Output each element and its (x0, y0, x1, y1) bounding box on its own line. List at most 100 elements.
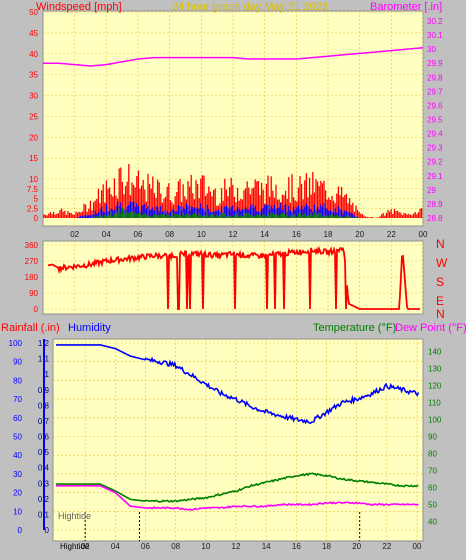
humidity-y-tick: 20 (13, 489, 22, 498)
direction-y-tick: 0 (34, 305, 39, 314)
barometer-y-tick: 29.8 (427, 73, 443, 82)
windspeed-x-tick: 02 (70, 230, 79, 239)
temperature-y-tick: 110 (428, 399, 441, 408)
rain-temp-x-tick: 08 (171, 542, 180, 551)
windspeed-y-tick: 25 (29, 112, 38, 121)
humidity-y-tick: 60 (13, 414, 22, 423)
rain-temp-plot-area (52, 338, 424, 542)
direction-grid (43, 241, 424, 314)
temperature-y-tick: 90 (428, 433, 437, 442)
humidity-line (56, 344, 420, 425)
rain-temp-series (56, 344, 420, 541)
rain-temp-x-tick: 22 (382, 542, 391, 551)
windspeed-x-tick: 22 (387, 230, 396, 239)
graph-date-title: 24 hour graph day May 21 2023 (172, 1, 328, 13)
temperature-line (56, 472, 419, 503)
rainfall-y-tick: 0 (45, 526, 50, 535)
direction-y-tick: 90 (29, 289, 38, 298)
dewpoint-line (56, 484, 419, 511)
humidity-axis-label: Humidity (68, 322, 111, 334)
windspeed-tick-labels: 02 04 06 08 10 12 14 16 18 20 22 0002.557.510152025… (27, 8, 443, 239)
temperature-y-tick: 120 (428, 382, 442, 391)
windspeed-x-tick: 18 (324, 230, 333, 239)
rain-temp-x-tick: 16 (292, 542, 301, 551)
windspeed-x-tick: 04 (102, 230, 111, 239)
hightide-label: Hightide (58, 511, 91, 521)
direction-letter-e: E (436, 294, 444, 308)
humidity-y-tick: 100 (9, 339, 23, 348)
temperature-axis-label: Temperature (°F) (313, 322, 396, 334)
windspeed-y-tick: 7.5 (27, 185, 39, 194)
direction-letter-w: W (436, 256, 448, 270)
barometer-y-tick: 29.2 (427, 158, 443, 167)
windspeed-x-tick: 06 (134, 230, 143, 239)
barometer-axis-label: Barometer [.in] (370, 1, 442, 13)
humidity-y-tick: 10 (13, 507, 22, 516)
barometer-y-tick: 29.4 (427, 130, 443, 139)
temperature-y-tick: 130 (428, 365, 442, 374)
barometer-y-tick: 30.2 (427, 17, 443, 26)
windspeed-y-tick: 50 (29, 8, 38, 17)
barometer-line (43, 46, 424, 67)
windspeed-axis-label: Windspeed [mph] (36, 1, 122, 13)
rain-temp-x-tick: 00 (413, 542, 422, 551)
barometer-y-tick: 30.1 (427, 31, 443, 40)
hightide-axis-label: Hightide (60, 542, 90, 551)
temperature-y-tick: 80 (428, 450, 437, 459)
temperature-y-tick: 70 (428, 467, 437, 476)
temperature-y-tick: 100 (428, 416, 442, 425)
windspeed-y-tick: 30 (29, 92, 38, 101)
direction-tick-labels: 0 90 180 270 360 (25, 241, 39, 314)
direction-letter-n-bottom: N (436, 307, 445, 321)
humidity-y-tick: 80 (13, 376, 22, 385)
humidity-y-tick: 50 (13, 433, 22, 442)
rain-temp-x-tick: 18 (322, 542, 331, 551)
rain-temp-x-tick: 06 (141, 542, 150, 551)
windspeed-y-tick: 45 (29, 29, 38, 38)
rain-temp-x-tick: 12 (232, 542, 241, 551)
windspeed-y-tick: 35 (29, 71, 38, 80)
windspeed-x-tick: 14 (260, 230, 269, 239)
windspeed-x-tick: 16 (292, 230, 301, 239)
barometer-y-tick: 29.3 (427, 144, 443, 153)
rain-temp-grid (53, 339, 423, 541)
windspeed-x-tick: 00 (419, 230, 428, 239)
windspeed-grid (43, 11, 424, 226)
humidity-y-tick: 70 (13, 395, 22, 404)
windspeed-y-tick: 40 (29, 50, 38, 59)
barometer-y-tick: 29.5 (427, 116, 443, 125)
direction-y-tick: 270 (25, 257, 39, 266)
direction-letter-s: S (436, 275, 444, 289)
wind-direction-line (47, 245, 420, 310)
barometer-y-tick: 29.7 (427, 87, 443, 96)
windspeed-x-tick: 08 (165, 230, 174, 239)
humidity-y-tick: 90 (13, 358, 22, 367)
windspeed-y-tick: 10 (29, 175, 38, 184)
humidity-y-tick: 30 (13, 470, 22, 479)
barometer-y-tick: 28.8 (427, 214, 443, 223)
windspeed-y-tick: 5 (34, 195, 39, 204)
direction-letter-n-top: N (436, 237, 445, 251)
barometer-y-tick: 30 (427, 45, 436, 54)
temperature-y-tick: 50 (428, 501, 437, 510)
windspeed-x-tick: 12 (229, 230, 238, 239)
dewpoint-axis-label: Dew Point (°F) (395, 322, 466, 334)
barometer-y-tick: 29.6 (427, 101, 443, 110)
windspeed-y-tick: 0 (34, 214, 39, 223)
rainfall-y-tick: 1 (45, 370, 50, 379)
barometer-y-tick: 29.1 (427, 172, 443, 181)
direction-series (47, 245, 420, 310)
rain-temp-x-tick: 10 (201, 542, 210, 551)
windspeed-y-tick: 2.5 (27, 204, 39, 213)
direction-y-tick: 180 (25, 273, 39, 282)
barometer-y-tick: 29 (427, 186, 436, 195)
barometer-y-tick: 29.9 (427, 59, 443, 68)
temperature-y-tick: 140 (428, 348, 442, 357)
windspeed-y-tick: 15 (29, 154, 38, 163)
humidity-y-tick: 40 (13, 451, 22, 460)
rain-temp-x-tick: 14 (262, 542, 271, 551)
temperature-y-tick: 60 (428, 484, 437, 493)
windspeed-y-tick: 20 (29, 133, 38, 142)
